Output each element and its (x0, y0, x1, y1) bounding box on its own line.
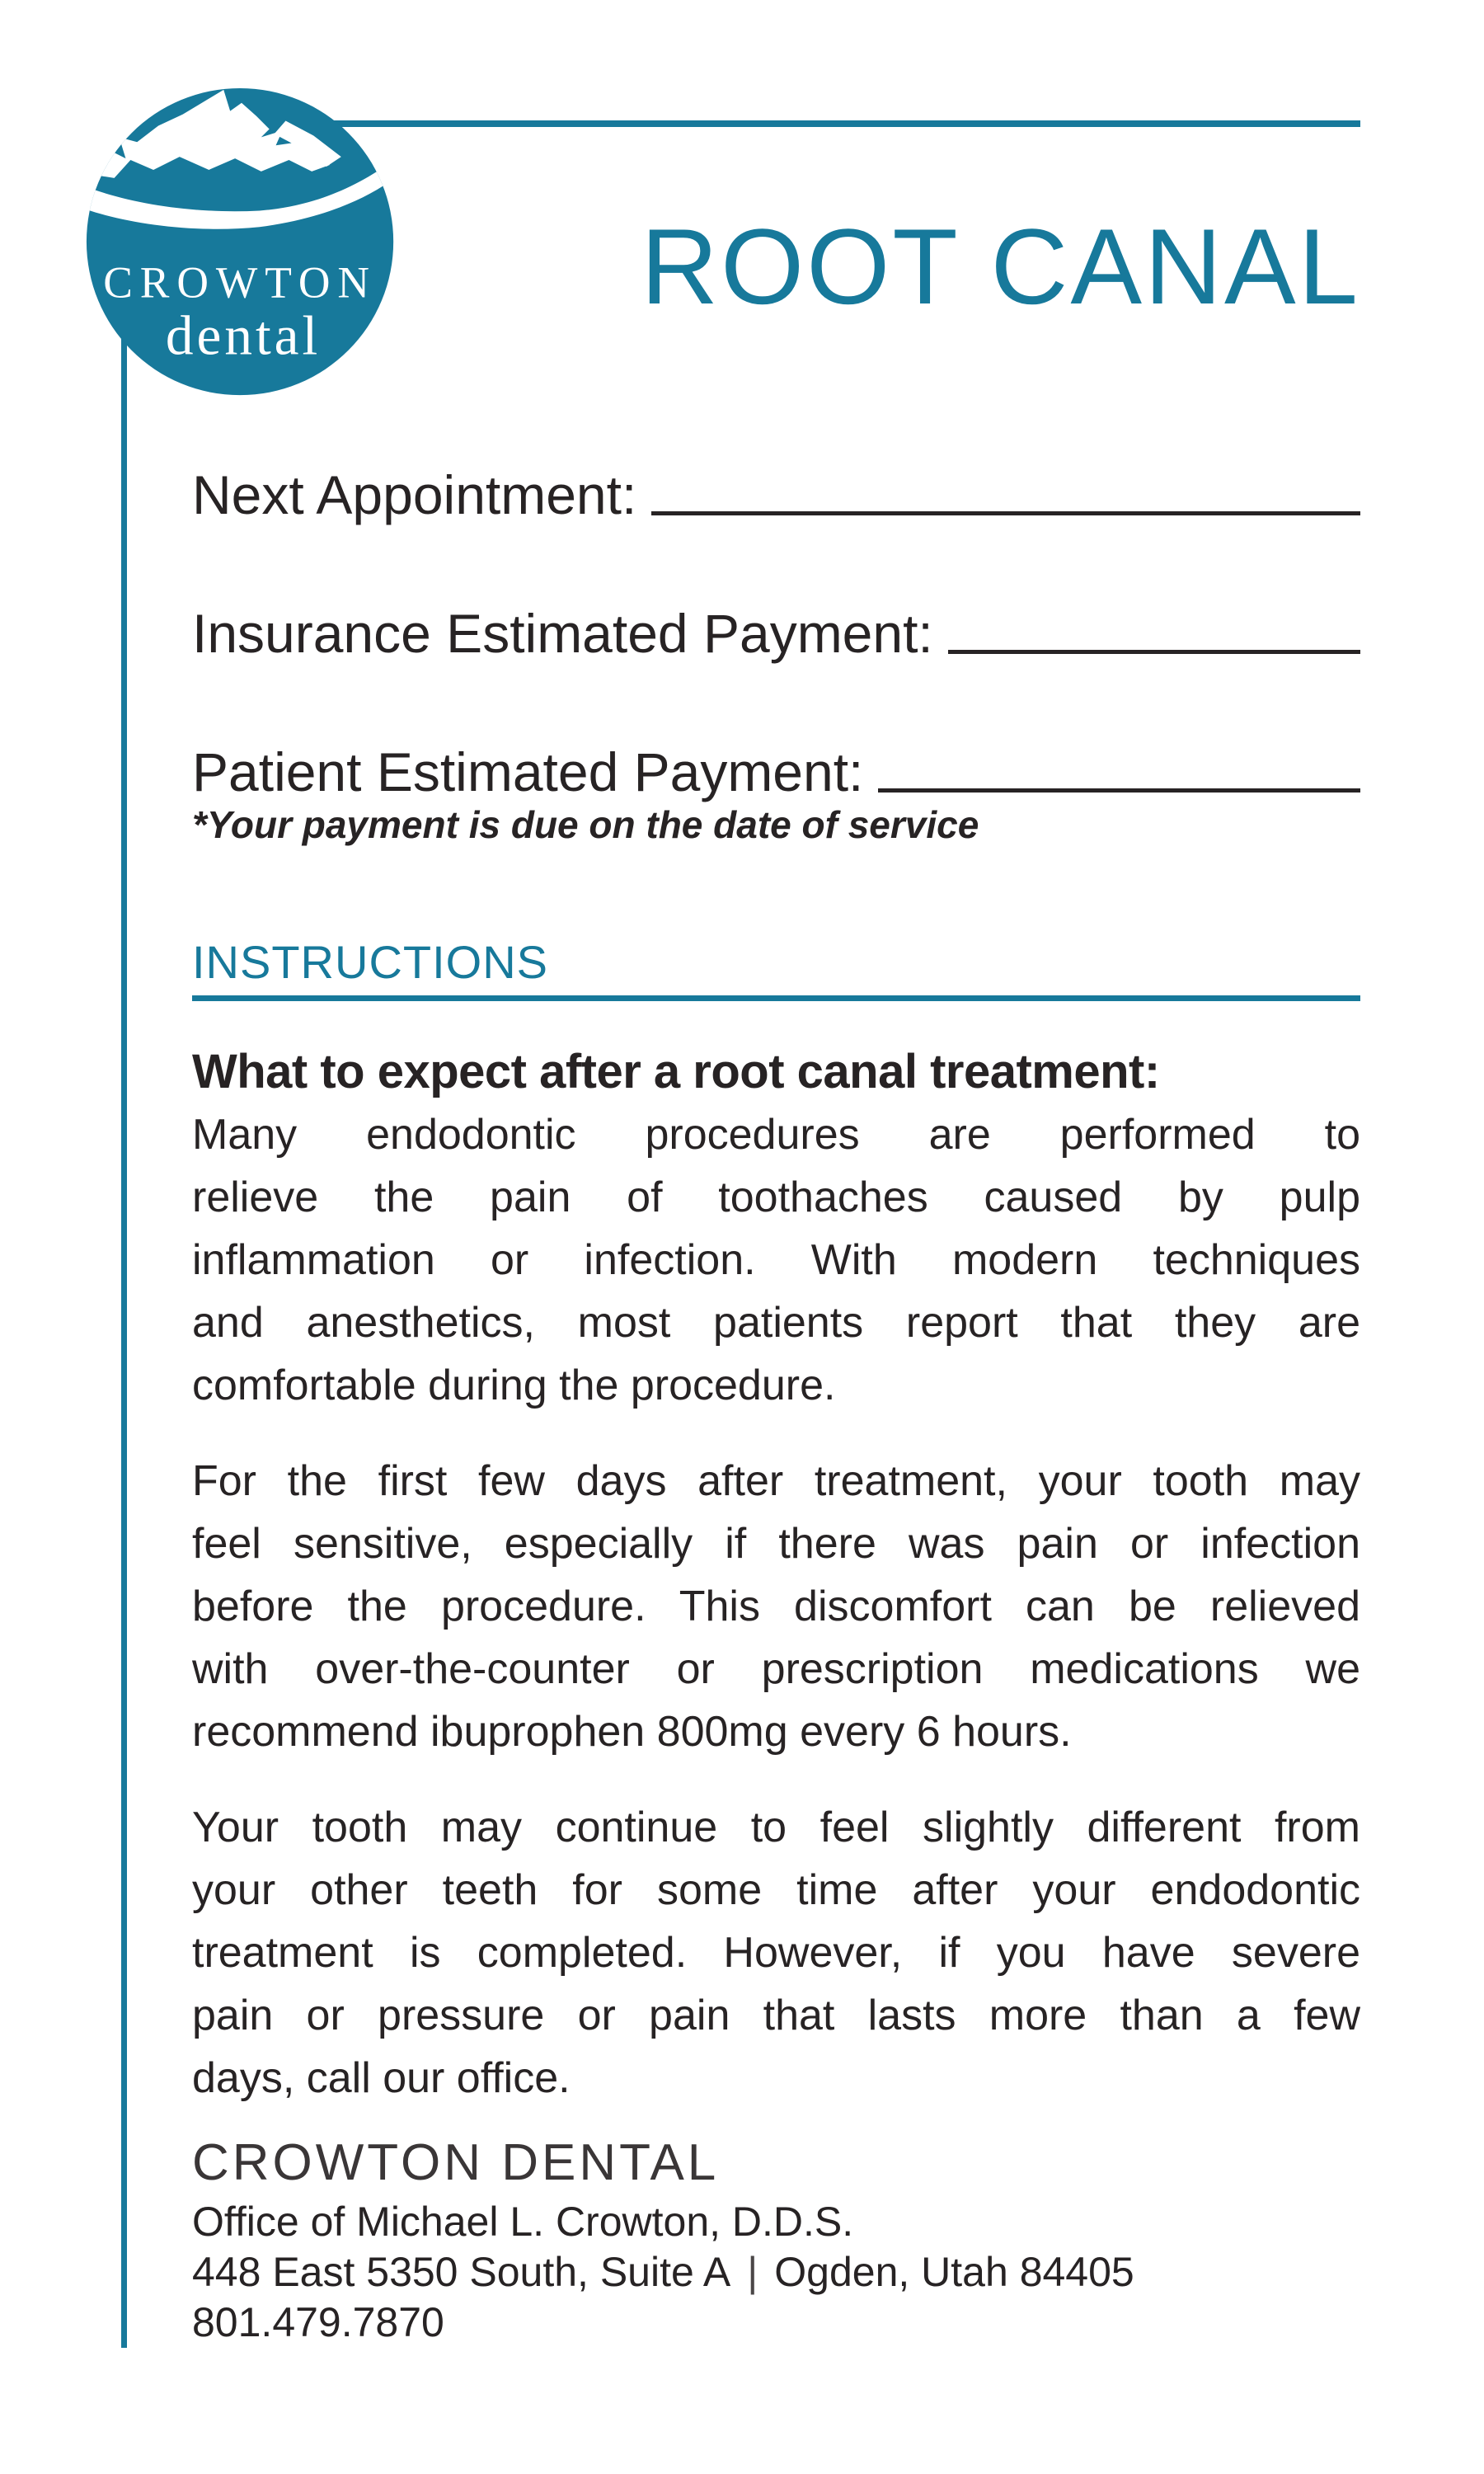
address-city: Ogden, Utah 84405 (774, 2249, 1134, 2295)
page-title: ROOT CANAL (641, 206, 1360, 327)
address-line: 448 East 5350 South, Suite A | Ogden, Utah… (192, 2247, 1360, 2298)
paragraph-line: For the first few days after treatment, … (192, 1457, 1360, 1505)
mountain-ridge-icon (274, 120, 341, 167)
top-accent-rule (247, 120, 1360, 127)
phone-number: 801.479.7870 (192, 2299, 444, 2345)
crowton-dental-logo: CROWTON dental (86, 87, 394, 396)
practice-name: CROWTON DENTAL (192, 2134, 720, 2191)
form-row: Next Appointment: (192, 468, 1360, 522)
paragraph-line: before the procedure. This discomfort ca… (192, 1583, 1360, 1630)
form-label: Patient Estimated Payment: (192, 741, 864, 802)
mountain-icon (92, 89, 330, 178)
logo-wordmark-dental: dental (166, 305, 321, 367)
paragraph-line: and anesthetics, most patients report th… (192, 1299, 1360, 1347)
paragraph-line: pain or pressure or pain that lasts more… (192, 1992, 1360, 2039)
paragraph-line: with over-the-counter or prescription me… (192, 1645, 1360, 1693)
fill-in-blank-line[interactable] (651, 511, 1360, 515)
paragraph-line: your other teeth for some time after you… (192, 1866, 1360, 1914)
office-line: Office of Michael L. Crowton, D.D.S. (192, 2199, 854, 2245)
payment-due-note: *Your payment is due on the date of serv… (192, 803, 979, 846)
paragraph-line: Many endodontic procedures are performed… (192, 1111, 1360, 1159)
body-paragraph: Your tooth may continue to feel slightly… (192, 1796, 1360, 2109)
instructions-heading: INSTRUCTIONS (192, 939, 1360, 1001)
paragraph-line: inflammation or infection. With modern t… (192, 1236, 1360, 1284)
paragraph-line: Your tooth may continue to feel slightly… (192, 1804, 1360, 1851)
instructions-body: What to expect after a root canal treatm… (192, 1041, 1360, 2109)
body-paragraph: For the first few days after treatment, … (192, 1450, 1360, 1763)
form-label: Insurance Estimated Payment: (192, 603, 933, 664)
form-row: Insurance Estimated Payment: (192, 606, 1360, 661)
paragraph-line: treatment is completed. However, if you … (192, 1929, 1360, 1977)
form-label: Next Appointment: (192, 464, 637, 525)
address-separator: | (747, 2249, 758, 2295)
address-street: 448 East 5350 South, Suite A (192, 2249, 731, 2295)
body-paragraph: Many endodontic procedures are performed… (192, 1103, 1360, 1417)
left-accent-rule (121, 330, 127, 2348)
logo-wordmark-crowton: CROWTON (103, 257, 377, 307)
logo-swoosh (86, 165, 394, 229)
fill-in-blank-line[interactable] (878, 788, 1360, 793)
paragraph-line: days, call our office. (192, 2054, 571, 2102)
article-subheading: What to expect after a root canal treatm… (192, 1045, 1160, 1098)
paragraph-line: recommend ibuprophen 800mg every 6 hours… (192, 1708, 1072, 1756)
practice-footer: CROWTON DENTAL Office of Michael L. Crow… (192, 2136, 1360, 2348)
fill-in-blank-line[interactable] (947, 650, 1360, 654)
paragraph-line: comfortable during the procedure. (192, 1362, 836, 1409)
form-row: Patient Estimated Payment: (192, 745, 1360, 799)
paragraph-line: relieve the pain of toothaches caused by… (192, 1174, 1360, 1221)
paragraph-line: feel sensitive, especially if there was … (192, 1520, 1360, 1568)
